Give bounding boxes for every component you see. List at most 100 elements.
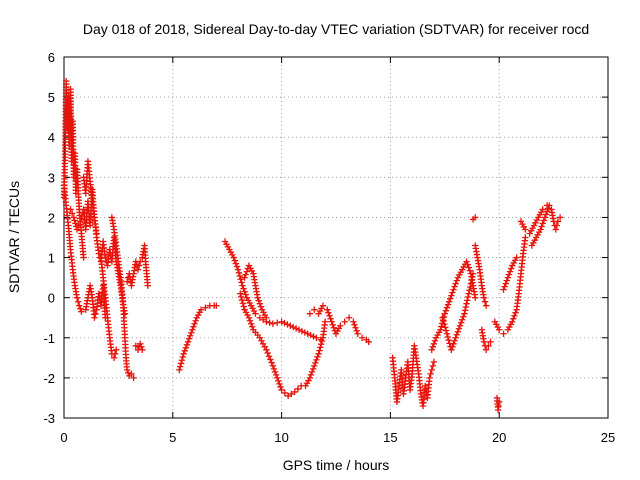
data-point-arc-k [307, 331, 314, 339]
data-point-arc-j [187, 332, 194, 339]
data-point-arc-k [231, 257, 239, 264]
data-point-arc-x [522, 226, 529, 233]
data-point-arc-p [448, 292, 455, 299]
data-point-arc-q [467, 280, 475, 287]
data-point-arc-k [232, 260, 240, 267]
data-point-arc-k [304, 330, 311, 337]
data-point-arc-n [351, 321, 358, 328]
data-point-arc-i [139, 346, 146, 354]
data-point-arc-n [330, 324, 338, 331]
data-point-arc-l [275, 377, 282, 385]
data-point-arc-l [272, 371, 280, 379]
data-point-arc-c [68, 210, 76, 217]
data-point-arc-k [240, 285, 247, 292]
data-point-arc-r [481, 298, 489, 305]
data-point-arc-k [236, 272, 244, 280]
data-point-arc-h [123, 278, 131, 285]
data-point-arc-k [292, 325, 300, 332]
data-points [60, 77, 564, 414]
data-point-arc-l [306, 374, 314, 382]
data-point-arc-p [465, 264, 472, 271]
data-point-arc-w [506, 268, 514, 275]
data-point-arc-n [306, 310, 314, 317]
y-tick-label: 4 [48, 130, 55, 145]
data-point-arc-q [449, 343, 456, 351]
data-point-arc-n [358, 334, 366, 341]
data-point-arc-k [238, 279, 245, 286]
data-point-arc-c [67, 206, 74, 213]
data-point-arc-k [259, 316, 267, 323]
y-axis-label: SDTVAR / TECUs [6, 181, 22, 293]
data-point-arc-j [185, 335, 193, 342]
y-tick-label: 6 [48, 50, 55, 65]
data-point-arc-h [144, 282, 151, 289]
data-point-arc-l [239, 300, 247, 307]
data-point-arc-v [496, 326, 503, 333]
data-point-arc-p [445, 298, 453, 305]
data-point-arc-l [247, 320, 255, 327]
data-point-arc-o [428, 366, 435, 374]
data-point-arc-b [73, 294, 81, 301]
data-point-arc-s [485, 342, 492, 349]
data-point-arc-l [318, 340, 325, 348]
x-tick-label: 15 [383, 430, 397, 445]
data-point-arc-q [461, 307, 469, 314]
data-point-arc-f [113, 346, 120, 354]
data-point-arc-l [268, 359, 275, 366]
data-point-arc-k [278, 318, 285, 325]
data-point-arc-l [284, 392, 292, 400]
data-point-arc-c [95, 250, 103, 257]
data-point-arc-x [552, 226, 559, 233]
data-point-arc-w [513, 254, 520, 261]
data-point-arc-o [430, 358, 438, 366]
data-point-arc-l [311, 362, 318, 370]
data-point-arc-q [460, 313, 467, 320]
data-point-arc-p [428, 346, 435, 354]
data-point-arc-k [256, 314, 264, 321]
chart-title: Day 018 of 2018, Sidereal Day-to-day VTE… [83, 21, 589, 37]
data-point-arc-q [466, 287, 473, 294]
data-point-arc-n [311, 306, 318, 313]
data-point-arc-k [290, 323, 297, 331]
data-point-arc-q [464, 297, 471, 304]
data-point-arc-x [554, 218, 562, 225]
data-point-arc-q [444, 333, 452, 341]
data-point-arc-k [295, 326, 303, 333]
data-point-arc-l [307, 371, 315, 379]
data-point-arc-l [291, 388, 298, 396]
data-point-arc-p [430, 340, 438, 347]
data-point-arc-k [287, 322, 294, 329]
plot-frame [63, 56, 609, 419]
data-point-arc-l [278, 386, 285, 394]
data-point-arc-f [111, 350, 119, 358]
data-point-arc-k [313, 334, 320, 341]
data-point-arc-n [337, 322, 344, 329]
data-point-arc-p [437, 326, 444, 333]
data-point-arc-b [77, 305, 84, 312]
data-point-arc-l [237, 290, 244, 297]
data-point-arc-j [181, 347, 188, 355]
data-point-arc-l [271, 368, 279, 376]
data-point-arc-j [183, 341, 191, 348]
data-point-arc-w [504, 274, 512, 281]
data-point-arc-k [239, 282, 246, 289]
data-point-arc-h [134, 266, 142, 273]
data-point-arc-l [317, 344, 324, 351]
data-point-arc-w [505, 271, 513, 278]
data-point-arc-l [321, 318, 329, 325]
y-tick-label: 0 [48, 291, 55, 306]
data-point-arc-p [431, 337, 439, 344]
data-point-arc-l [288, 390, 295, 398]
data-point-arc-l [263, 346, 270, 354]
data-point-arc-p [443, 304, 451, 311]
data-point-arc-q [440, 317, 447, 325]
data-point-arc-s [480, 338, 488, 345]
data-point-arc-e [91, 314, 98, 321]
data-point-arc-y [540, 217, 548, 224]
x-tick-label: 5 [169, 430, 176, 445]
data-point-arc-q [463, 300, 470, 307]
data-point-arc-n [365, 338, 372, 345]
data-point-arc-c [70, 214, 77, 221]
y-tick-label: 2 [48, 210, 55, 225]
data-point-arc-q [448, 346, 455, 354]
